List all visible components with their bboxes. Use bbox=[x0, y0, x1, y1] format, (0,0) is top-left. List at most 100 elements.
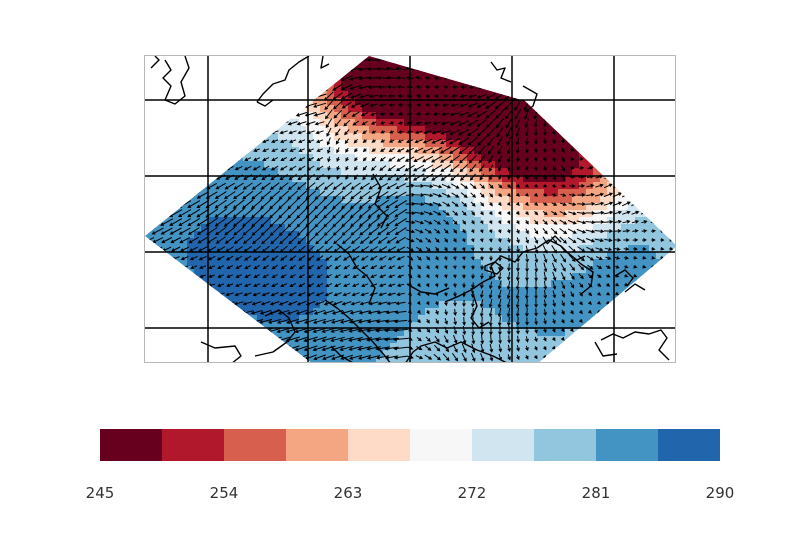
field-cell bbox=[551, 308, 559, 316]
wind-arrow bbox=[349, 58, 362, 63]
field-cell bbox=[327, 350, 335, 358]
field-cell bbox=[572, 301, 580, 309]
wind-arrow bbox=[145, 94, 156, 98]
wind-arrow bbox=[431, 130, 442, 135]
field-cell bbox=[341, 63, 349, 71]
field-cell bbox=[502, 280, 510, 288]
wind-arrow bbox=[651, 229, 656, 233]
wind-arrow bbox=[415, 237, 423, 243]
field-cell bbox=[173, 350, 181, 358]
wind-arrow bbox=[325, 274, 332, 279]
field-cell bbox=[586, 287, 594, 295]
field-cell bbox=[600, 343, 608, 351]
field-cell bbox=[663, 77, 671, 85]
wind-arrow bbox=[543, 184, 548, 188]
field-cell bbox=[663, 245, 671, 253]
field-cell bbox=[509, 91, 517, 99]
field-cell bbox=[320, 308, 328, 316]
field-cell bbox=[348, 189, 356, 197]
field-cell bbox=[390, 133, 398, 141]
wind-arrow bbox=[361, 121, 368, 126]
field-cell bbox=[537, 343, 545, 351]
field-cell bbox=[257, 105, 265, 113]
field-cell bbox=[390, 77, 398, 85]
field-cell bbox=[292, 294, 300, 302]
field-cell bbox=[411, 245, 419, 253]
field-cell bbox=[628, 294, 636, 302]
wind-arrow bbox=[279, 292, 288, 297]
field-cell bbox=[215, 63, 223, 71]
field-cell bbox=[446, 84, 454, 92]
field-cell bbox=[621, 168, 629, 176]
wind-arrow bbox=[561, 110, 565, 119]
field-cell bbox=[495, 196, 503, 204]
field-cell bbox=[194, 84, 202, 92]
wind-arrow bbox=[631, 156, 640, 162]
field-cell bbox=[446, 126, 454, 134]
field-cell bbox=[250, 343, 258, 351]
field-cell bbox=[432, 224, 440, 232]
field-cell bbox=[516, 294, 524, 302]
field-cell bbox=[425, 91, 433, 99]
wind-arrow bbox=[262, 139, 270, 143]
field-cell bbox=[439, 224, 447, 232]
field-cell bbox=[460, 147, 468, 155]
wind-arrow bbox=[207, 166, 216, 171]
wind-arrow bbox=[178, 58, 191, 63]
field-cell bbox=[320, 70, 328, 78]
field-cell bbox=[460, 294, 468, 302]
wind-arrow bbox=[597, 112, 602, 116]
field-cell bbox=[243, 126, 251, 134]
wind-arrow bbox=[214, 217, 227, 227]
wind-arrow bbox=[386, 182, 398, 190]
wind-arrow bbox=[261, 130, 270, 135]
wind-arrow bbox=[650, 103, 657, 107]
field-cell bbox=[656, 154, 664, 162]
field-cell bbox=[530, 308, 538, 316]
field-cell bbox=[649, 63, 657, 71]
field-cell bbox=[635, 196, 643, 204]
field-cell bbox=[152, 189, 160, 197]
field-cell bbox=[544, 133, 552, 141]
field-cell bbox=[187, 224, 195, 232]
field-cell bbox=[579, 84, 587, 92]
field-cell bbox=[488, 336, 496, 344]
field-cell bbox=[565, 329, 573, 337]
field-cell bbox=[187, 196, 195, 204]
field-cell bbox=[572, 154, 580, 162]
wind-arrow bbox=[189, 139, 198, 143]
field-cell bbox=[278, 98, 286, 106]
wind-arrow bbox=[371, 156, 377, 162]
field-cell bbox=[607, 238, 615, 246]
wind-arrow bbox=[650, 301, 657, 305]
field-cell bbox=[152, 91, 160, 99]
field-cell bbox=[572, 322, 580, 330]
wind-arrow bbox=[457, 128, 470, 136]
wind-arrow bbox=[161, 301, 172, 306]
field-cell bbox=[460, 175, 468, 183]
wind-arrow bbox=[271, 274, 278, 279]
wind-arrow bbox=[353, 138, 358, 144]
wind-arrow bbox=[434, 228, 441, 234]
field-cell bbox=[411, 336, 419, 344]
field-cell bbox=[635, 70, 643, 78]
field-cell bbox=[250, 217, 258, 225]
field-cell bbox=[348, 273, 356, 281]
wind-arrow bbox=[344, 138, 350, 145]
field-cell bbox=[348, 350, 356, 358]
field-cell bbox=[306, 189, 314, 197]
wind-arrow bbox=[485, 93, 496, 99]
field-cell bbox=[369, 133, 377, 141]
field-cell bbox=[264, 294, 272, 302]
field-cell bbox=[397, 175, 405, 183]
wind-arrow bbox=[180, 256, 189, 261]
wind-arrow bbox=[350, 217, 362, 228]
field-cell bbox=[341, 287, 349, 295]
field-cell bbox=[586, 133, 594, 141]
field-cell bbox=[432, 140, 440, 148]
field-cell bbox=[278, 196, 286, 204]
wind-arrow bbox=[332, 190, 344, 200]
wind-arrow bbox=[303, 74, 318, 82]
field-cell bbox=[656, 259, 664, 267]
wind-arrow bbox=[233, 190, 245, 200]
